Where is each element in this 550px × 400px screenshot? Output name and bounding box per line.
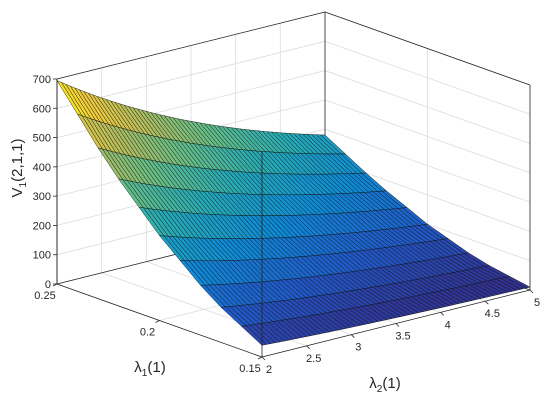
- z-tick-label-6: 600: [33, 103, 51, 115]
- y-tick-label-1: 0.2: [140, 327, 155, 339]
- z-axis-label: V1(2,1,1): [9, 139, 29, 198]
- x-tick-label-0: 2: [266, 364, 272, 376]
- x-tick-mark-0: [261, 356, 266, 361]
- z-tick-label-3: 300: [33, 191, 51, 203]
- x-tick-mark-2: [351, 334, 355, 338]
- x-tick-label-5: 4.5: [485, 308, 500, 320]
- x-tick-label-6: 5: [534, 297, 540, 309]
- y-axis-label: λ1(1): [134, 359, 165, 379]
- y-tick-mark-1: [155, 320, 160, 323]
- x-tick-label-2: 3: [355, 342, 361, 354]
- z-tick-label-1: 100: [33, 250, 51, 262]
- z-tick-label-4: 400: [33, 162, 51, 174]
- x-tick-mark-6: [529, 289, 534, 294]
- wall-grid-z-6: [56, 40, 531, 115]
- z-tick-label-2: 200: [33, 220, 51, 232]
- box-edge-3: [56, 11, 326, 80]
- surface: [56, 80, 531, 346]
- x-tick-label-3: 3.5: [395, 331, 410, 343]
- x-tick-mark-4: [440, 312, 444, 316]
- x-axis-label: λ2(1): [369, 375, 400, 395]
- z-tick-label-0: 0: [45, 279, 51, 291]
- x-tick-label-4: 4: [445, 319, 451, 331]
- wall-grid-z-7: [56, 11, 531, 86]
- y-tick-mark-0: [257, 356, 263, 360]
- x-tick-label-1: 2.5: [306, 353, 321, 365]
- tick-labels: 2 2.5 3 3.5 4 4.5 5 0.15 0.2 0.250 100 200 300 400 500…: [33, 74, 540, 376]
- z-tick-label-5: 500: [33, 133, 51, 145]
- x-tick-mark-3: [395, 323, 400, 327]
- surface-cell: [241, 325, 267, 346]
- y-tick-label-0: 0.15: [239, 363, 260, 375]
- box-edge-4: [324, 11, 531, 86]
- y-tick-label-2: 0.25: [34, 290, 55, 302]
- x-tick-mark-5: [485, 300, 489, 305]
- z-tick-label-7: 700: [33, 74, 51, 86]
- x-tick-mark-1: [306, 345, 310, 350]
